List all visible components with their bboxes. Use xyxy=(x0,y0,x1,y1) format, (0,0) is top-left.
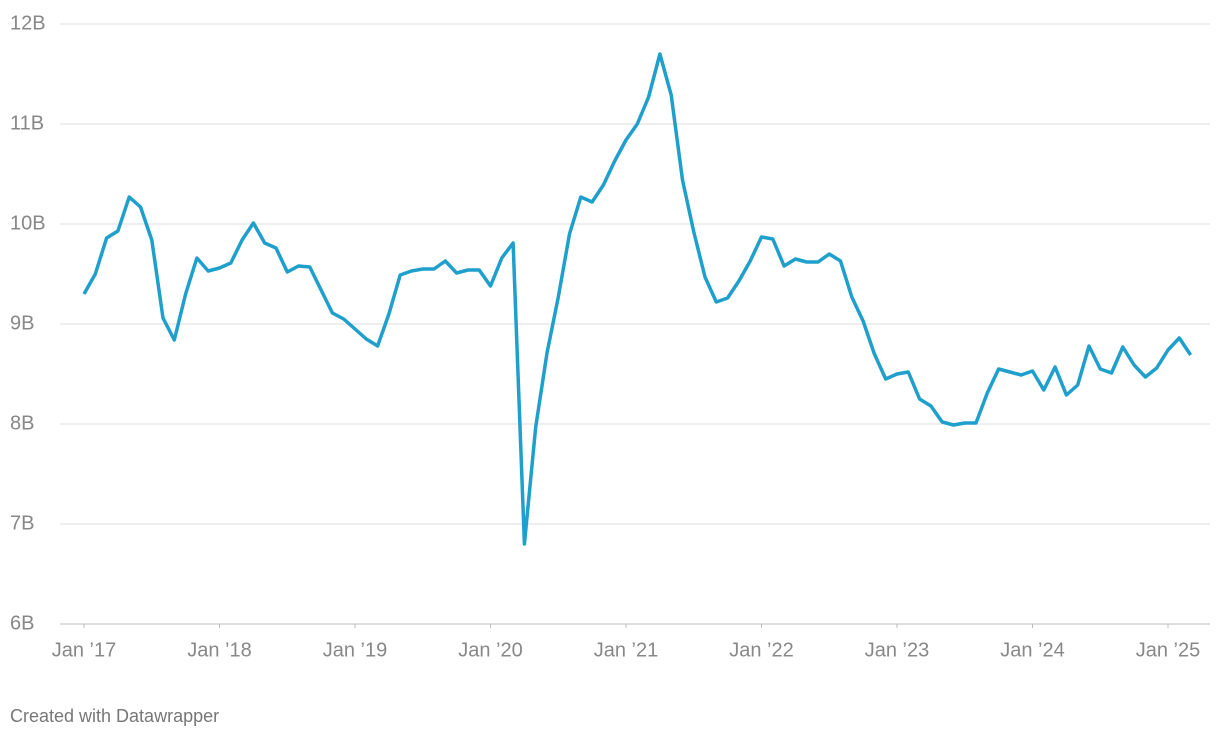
y-tick-label: 6B xyxy=(10,612,34,634)
x-tick-label: Jan ’17 xyxy=(52,639,117,661)
y-tick-label: 12B xyxy=(10,12,46,34)
x-tick-label: Jan ’21 xyxy=(594,639,659,661)
y-tick-label: 7B xyxy=(10,512,34,534)
y-tick-label: 8B xyxy=(10,412,34,434)
y-tick-label: 11B xyxy=(10,112,44,134)
x-tick-label: Jan ’25 xyxy=(1136,639,1201,661)
data-line xyxy=(82,52,1193,546)
y-tick-label: 10B xyxy=(10,212,46,234)
x-tick-label: Jan ’18 xyxy=(187,639,252,661)
x-tick-label: Jan ’23 xyxy=(865,639,930,661)
x-tick-label: Jan ’19 xyxy=(323,639,388,661)
x-tick-label: Jan ’20 xyxy=(458,639,523,661)
x-tick-label: Jan ’22 xyxy=(729,639,794,661)
footer: Created with Datawrapper xyxy=(10,706,219,726)
y-tick-label: 9B xyxy=(10,312,34,334)
x-tick-label: Jan ’24 xyxy=(1000,639,1065,661)
